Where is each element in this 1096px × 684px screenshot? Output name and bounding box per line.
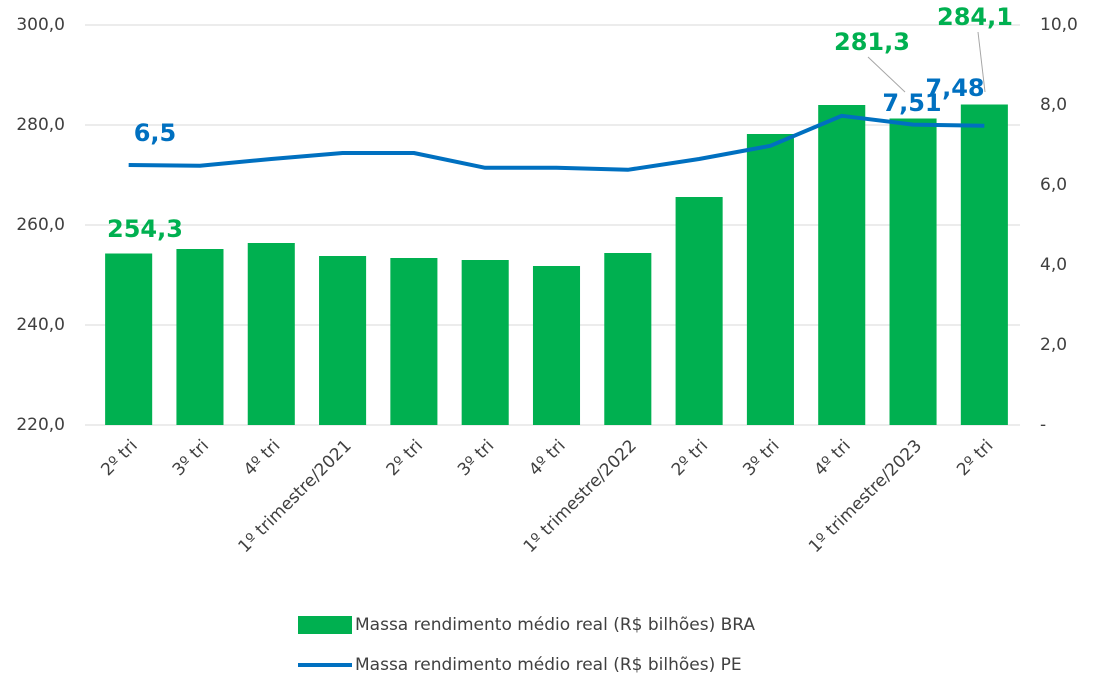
x-tick-label: 3º tri <box>169 436 213 480</box>
bar <box>176 249 224 425</box>
value-label: 6,5 <box>134 119 177 147</box>
legend-swatch <box>298 616 352 634</box>
y2-tick-label: - <box>1040 415 1046 435</box>
y-tick-label: 280,0 <box>16 115 65 135</box>
y2-tick-label: 4,0 <box>1040 255 1067 275</box>
y-tick-label: 260,0 <box>16 215 65 235</box>
y2-tick-label: 6,0 <box>1040 175 1067 195</box>
bar <box>746 134 794 425</box>
y2-tick-label: 8,0 <box>1040 95 1067 115</box>
bar <box>319 256 367 425</box>
bar <box>390 258 438 425</box>
bar <box>889 118 937 425</box>
y-tick-label: 240,0 <box>16 315 65 335</box>
leader-line <box>977 31 986 93</box>
x-tick-label: 4º tri <box>240 436 284 480</box>
line <box>128 113 985 172</box>
x-tick-label: 2º tri <box>953 436 997 480</box>
x-tick-label: 2º tri <box>668 436 712 480</box>
x-tick-label: 4º tri <box>811 436 855 480</box>
bar <box>675 197 723 425</box>
y2-tick-label: 10,0 <box>1040 15 1078 35</box>
legend-label: Massa rendimento médio real (R$ bilhões)… <box>355 655 742 675</box>
x-tick-label: 3º tri <box>454 436 498 480</box>
value-label: 254,3 <box>107 215 183 243</box>
value-label: 284,1 <box>937 3 1013 31</box>
value-label: 7,51 <box>882 89 941 117</box>
bar <box>532 266 581 425</box>
value-label: 7,48 <box>925 74 984 102</box>
bar <box>105 253 153 425</box>
x-tick-label: 3º tri <box>739 436 783 480</box>
bar <box>604 253 652 425</box>
bar <box>960 104 1008 425</box>
bar <box>247 243 295 425</box>
y-tick-label: 300,0 <box>16 15 65 35</box>
x-tick-label: 2º tri <box>383 436 427 480</box>
bar <box>461 260 509 425</box>
bar <box>818 105 866 425</box>
x-tick-label: 2º tri <box>97 436 141 480</box>
leader-line <box>867 56 906 93</box>
y2-tick-label: 2,0 <box>1040 335 1067 355</box>
value-label: 281,3 <box>834 28 910 56</box>
legend-label: Massa rendimento médio real (R$ bilhões)… <box>355 615 755 635</box>
y-tick-label: 220,0 <box>16 415 65 435</box>
x-tick-label: 4º tri <box>525 436 569 480</box>
